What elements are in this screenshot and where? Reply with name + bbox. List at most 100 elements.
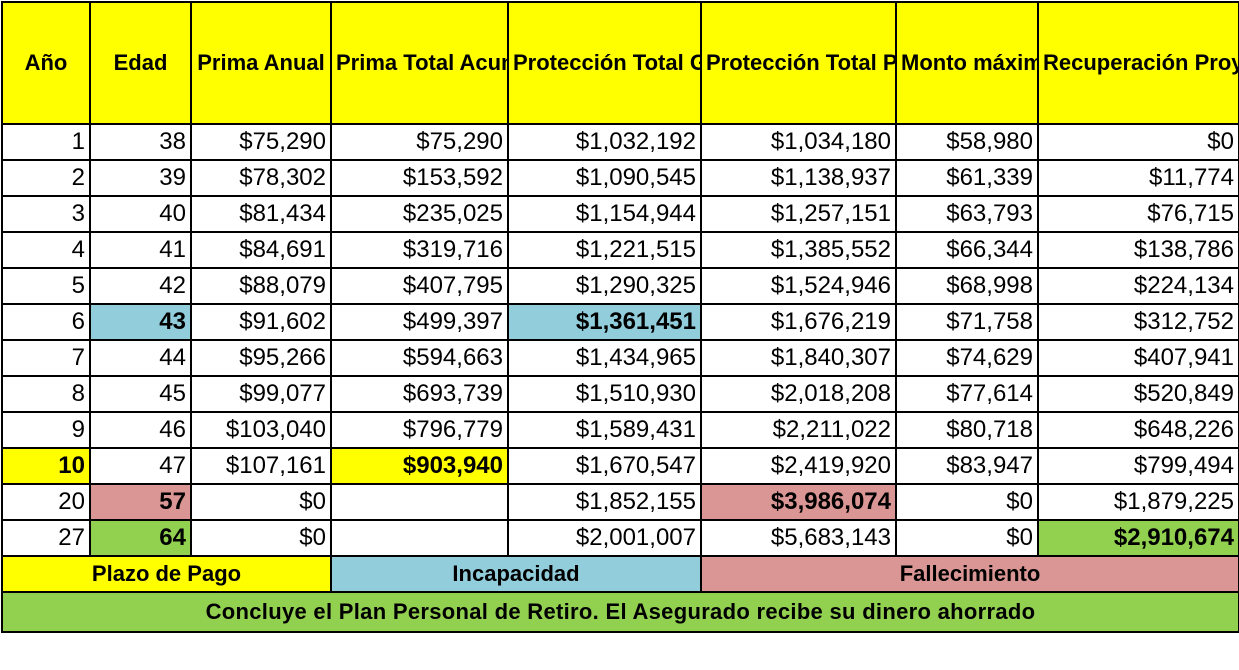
cell-monto-deducible: $66,344 [895,231,1039,269]
table-row: 4 41 $84,691 $319,716 $1,221,515 $1,385,… [1,231,1239,269]
cell-proteccion-proyectada: $2,419,920 [700,447,897,485]
cell-monto-deducible: $68,998 [895,267,1039,305]
col-header-recuperacion: Recuperación Proyectada [1037,1,1239,125]
cell-anio: 2 [1,159,91,197]
cell-prima-anual: $103,040 [190,411,332,449]
cell-proteccion-garantizada: $1,290,325 [507,267,702,305]
cell-anio: 5 [1,267,91,305]
cell-monto-deducible: $61,339 [895,159,1039,197]
cell-prima-acumulada: $693,739 [330,375,509,413]
cell-recuperacion: $0 [1037,123,1239,161]
cell-proteccion-garantizada-disability: $1,361,451 [507,303,702,341]
cell-proteccion-proyectada: $2,018,208 [700,375,897,413]
cell-edad: 42 [89,267,192,305]
cell-prima-acumulada: $499,397 [330,303,509,341]
cell-proteccion-proyectada: $1,840,307 [700,339,897,377]
cell-prima-acumulada: $594,663 [330,339,509,377]
cell-edad-disability: 43 [89,303,192,341]
footer-row: Concluye el Plan Personal de Retiro. El … [1,591,1239,633]
cell-proteccion-garantizada: $1,090,545 [507,159,702,197]
cell-proteccion-garantizada: $1,032,192 [507,123,702,161]
cell-prima-acumulada: $319,716 [330,231,509,269]
table-row: 5 42 $88,079 $407,795 $1,290,325 $1,524,… [1,267,1239,305]
cell-recuperacion: $224,134 [1037,267,1239,305]
insurance-projection-table: Año Edad Prima Anual Prima Total Acumula… [1,1,1239,633]
col-header-proteccion-proyectada: Protección Total Proyectada [700,1,897,125]
cell-monto-deducible: $80,718 [895,411,1039,449]
cell-proteccion-proyectada: $1,524,946 [700,267,897,305]
cell-recuperacion: $312,752 [1037,303,1239,341]
cell-recuperacion: $407,941 [1037,339,1239,377]
cell-prima-anual: $99,077 [190,375,332,413]
cell-recuperacion: $1,879,225 [1037,483,1239,521]
cell-proteccion-proyectada: $1,257,151 [700,195,897,233]
cell-monto-deducible: $63,793 [895,195,1039,233]
cell-monto-deducible: $77,614 [895,375,1039,413]
cell-recuperacion: $11,774 [1037,159,1239,197]
cell-edad-retirement: 64 [89,519,192,557]
cell-recuperacion: $799,494 [1037,447,1239,485]
cell-monto-deducible: $58,980 [895,123,1039,161]
cell-prima-acumulada: $153,592 [330,159,509,197]
cell-prima-acumulada: $75,290 [330,123,509,161]
table-row: 8 45 $99,077 $693,739 $1,510,930 $2,018,… [1,375,1239,413]
col-header-prima-anual: Prima Anual [190,1,332,125]
cell-edad-death: 57 [89,483,192,521]
cell-prima-acumulada: $796,779 [330,411,509,449]
cell-proteccion-garantizada: $1,670,547 [507,447,702,485]
cell-recuperacion: $648,226 [1037,411,1239,449]
cell-prima-acumulada-payment-term: $903,940 [330,447,509,485]
cell-prima-anual: $95,266 [190,339,332,377]
col-header-anio: Año [1,1,91,125]
cell-anio: 9 [1,411,91,449]
legend-disability: Incapacidad [330,555,702,593]
table-row: 6 43 $91,602 $499,397 $1,361,451 $1,676,… [1,303,1239,341]
cell-proteccion-garantizada: $1,221,515 [507,231,702,269]
cell-prima-anual: $81,434 [190,195,332,233]
table-row: 7 44 $95,266 $594,663 $1,434,965 $1,840,… [1,339,1239,377]
cell-monto-deducible: $0 [895,519,1039,557]
cell-proteccion-garantizada: $1,154,944 [507,195,702,233]
cell-prima-anual: $107,161 [190,447,332,485]
cell-edad: 38 [89,123,192,161]
cell-edad: 39 [89,159,192,197]
footer-retirement-note: Concluye el Plan Personal de Retiro. El … [1,591,1239,633]
table-row: 3 40 $81,434 $235,025 $1,154,944 $1,257,… [1,195,1239,233]
cell-proteccion-garantizada: $1,434,965 [507,339,702,377]
cell-edad: 44 [89,339,192,377]
cell-proteccion-proyectada: $2,211,022 [700,411,897,449]
col-header-edad: Edad [89,1,192,125]
cell-anio: 4 [1,231,91,269]
cell-proteccion-garantizada: $2,001,007 [507,519,702,557]
cell-anio: 7 [1,339,91,377]
cell-anio: 20 [1,483,91,521]
table-row: 10 47 $107,161 $903,940 $1,670,547 $2,41… [1,447,1239,485]
cell-proteccion-proyectada: $1,385,552 [700,231,897,269]
header-row: Año Edad Prima Anual Prima Total Acumula… [1,1,1239,125]
cell-proteccion-garantizada: $1,589,431 [507,411,702,449]
table-row: 20 57 $0 $1,852,155 $3,986,074 $0 $1,879… [1,483,1239,521]
cell-edad: 45 [89,375,192,413]
col-header-monto-deducible: Monto máximo deducible [895,1,1039,125]
cell-monto-deducible: $74,629 [895,339,1039,377]
cell-prima-anual: $0 [190,519,332,557]
cell-anio-payment-term: 10 [1,447,91,485]
table-row: 9 46 $103,040 $796,779 $1,589,431 $2,211… [1,411,1239,449]
cell-monto-deducible: $71,758 [895,303,1039,341]
cell-monto-deducible: $83,947 [895,447,1039,485]
cell-proteccion-garantizada: $1,852,155 [507,483,702,521]
cell-prima-anual: $0 [190,483,332,521]
table-row: 2 39 $78,302 $153,592 $1,090,545 $1,138,… [1,159,1239,197]
cell-anio: 8 [1,375,91,413]
legend-row: Plazo de Pago Incapacidad Fallecimiento [1,555,1239,593]
cell-proteccion-garantizada: $1,510,930 [507,375,702,413]
cell-edad: 46 [89,411,192,449]
cell-recuperacion: $520,849 [1037,375,1239,413]
cell-proteccion-proyectada: $1,676,219 [700,303,897,341]
cell-prima-anual: $84,691 [190,231,332,269]
cell-recuperacion: $76,715 [1037,195,1239,233]
legend-death: Fallecimiento [700,555,1239,593]
col-header-proteccion-garantizada: Protección Total Garantizada [507,1,702,125]
cell-prima-anual: $88,079 [190,267,332,305]
